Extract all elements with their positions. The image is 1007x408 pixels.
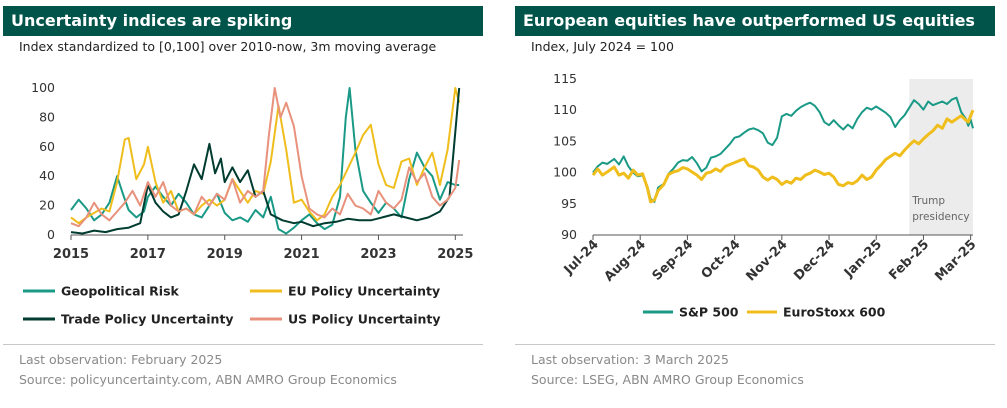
x-tick-label: Oct-24 — [699, 237, 744, 282]
y-tick-label: 40 — [39, 168, 55, 183]
source-note: Source: policyuncertainty.com, ABN AMRO … — [19, 372, 397, 387]
chart-title: European equities have outperformed US e… — [515, 6, 995, 36]
shaded-region-label: presidency — [912, 211, 969, 223]
x-tick-label: 2021 — [283, 247, 319, 262]
x-tick-label: 2019 — [207, 247, 243, 262]
y-tick-label: 100 — [553, 165, 577, 180]
uncertainty-chart: 0 20 40 60 80 100 2015 2017 2019 2021 2023 2025 Geop… — [23, 80, 473, 327]
series-line-eu-policy-uncertainty — [70, 87, 461, 225]
equities-chart: Trump presidency 90 95 100 105 110 115 Jul-24 Aug… — [553, 71, 979, 320]
legend-label: Trade Policy Uncertainty — [61, 312, 234, 327]
y-tick-label: 90 — [561, 227, 577, 242]
x-tick-label: Feb-25 — [886, 237, 932, 283]
series-line-us-policy-uncertainty — [70, 87, 461, 228]
footer-divider — [515, 344, 995, 345]
x-tick-label: 2015 — [53, 247, 89, 262]
source-note: Source: LSEG, ABN AMRO Group Economics — [531, 372, 804, 387]
x-tick-label: 2025 — [437, 247, 473, 262]
series-line-eurostoxx-600 — [591, 109, 975, 204]
chart-subtitle: Index standardized to [0,100] over 2010-… — [19, 39, 437, 54]
x-tick-label: Jan-25 — [841, 237, 885, 281]
chart-subtitle: Index, July 2024 = 100 — [531, 39, 674, 54]
x-tick-label: 2017 — [130, 247, 166, 262]
y-tick-label: 80 — [39, 109, 55, 124]
y-tick-label: 115 — [553, 71, 577, 86]
footer-divider — [3, 344, 483, 345]
x-tick-label: Sep-24 — [650, 237, 697, 284]
shaded-region-label: Trump — [911, 195, 945, 207]
legend-label: S&P 500 — [679, 305, 739, 320]
x-tick-label: Nov-24 — [743, 237, 790, 284]
y-tick-label: 20 — [39, 198, 55, 213]
equities-panel: European equities have outperformed US e… — [515, 6, 995, 402]
y-tick-label: 100 — [31, 80, 55, 95]
legend-label: EU Policy Uncertainty — [288, 284, 440, 299]
legend-label: Geopolitical Risk — [61, 284, 180, 299]
chart-title: Uncertainty indices are spiking — [3, 6, 483, 36]
last-observation-note: Last observation: 3 March 2025 — [531, 352, 729, 367]
y-tick-label: 95 — [561, 196, 577, 211]
x-tick-label: Aug-24 — [602, 237, 649, 284]
series-line-geopolitical-risk — [70, 87, 460, 235]
uncertainty-panel: Uncertainty indices are spiking Index st… — [3, 6, 483, 402]
y-tick-label: 110 — [553, 102, 577, 117]
y-tick-label: 105 — [553, 133, 577, 148]
y-tick-label: 60 — [39, 139, 55, 154]
last-observation-note: Last observation: February 2025 — [19, 352, 223, 367]
x-tick-label: Jul-24 — [561, 237, 602, 278]
x-tick-label: Dec-24 — [791, 237, 838, 284]
y-tick-label: 0 — [47, 227, 55, 242]
x-tick-label: 2023 — [360, 247, 396, 262]
legend-label: EuroStoxx 600 — [783, 305, 886, 320]
legend-label: US Policy Uncertainty — [288, 312, 441, 327]
x-tick-label: Mar-25 — [932, 237, 979, 284]
